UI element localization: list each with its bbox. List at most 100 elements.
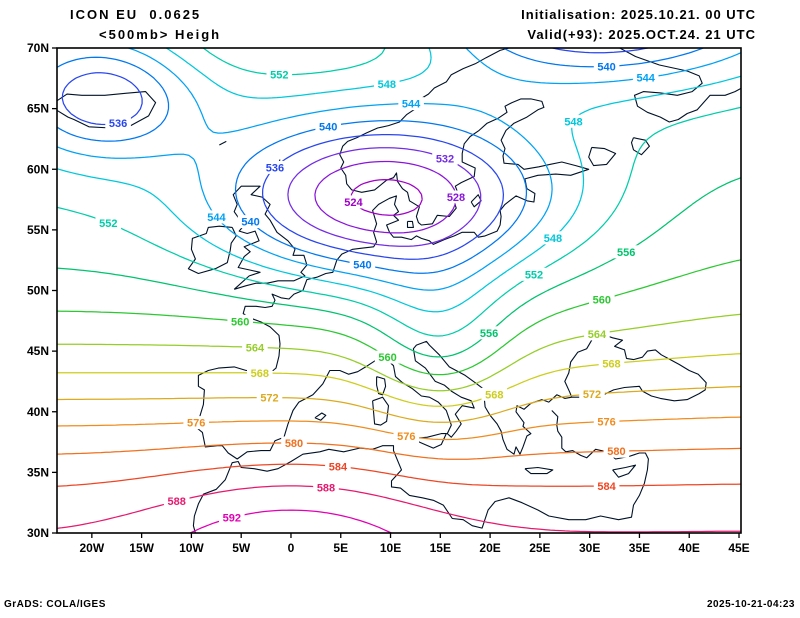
model-title: ICON EU 0.0625 xyxy=(70,7,202,22)
contour-label-halo xyxy=(540,231,566,245)
contour-label-halo xyxy=(374,77,400,91)
contour-label: 532 xyxy=(436,153,454,165)
contour-level-580 xyxy=(57,442,741,460)
x-tick-label: 45E xyxy=(728,541,749,555)
x-tick-label: 25E xyxy=(529,541,550,555)
contour-label: 588 xyxy=(317,483,335,495)
creation-timestamp: 2025-10-21-04:23 xyxy=(706,599,795,610)
contour-label: 572 xyxy=(260,393,278,405)
contour-label: 584 xyxy=(597,481,616,493)
contour-level-552 xyxy=(57,48,741,337)
contour-label-halo xyxy=(584,327,610,341)
contour-label-halo xyxy=(589,293,615,306)
contour-label-halo xyxy=(443,190,469,204)
axis-tick-labels: 20W 15W 10W 5W 0 5E 10E 15E 20E 25E 30E 35E 40E 45E 30… xyxy=(27,41,750,555)
contour-label: 564 xyxy=(588,329,607,341)
contour-level-548 xyxy=(57,48,741,313)
contour-label-halo xyxy=(266,68,293,82)
contour-label-halo xyxy=(393,429,420,443)
contour-level-528 xyxy=(314,160,457,234)
contour-label-halo xyxy=(613,245,639,259)
contour-level-568 xyxy=(57,353,741,407)
y-tick-label: 45N xyxy=(27,344,49,358)
axis-ticks xyxy=(52,47,740,538)
grads-credit: GrADS: COLA/IGES xyxy=(4,599,106,610)
x-tick-label: 40E xyxy=(679,541,700,555)
contour-label-halo xyxy=(481,387,508,401)
contour-label: 576 xyxy=(397,431,415,443)
x-tick-label: 20E xyxy=(479,541,500,555)
x-tick-label: 20W xyxy=(80,541,105,555)
contour-label: 556 xyxy=(617,247,635,259)
contour-label: 568 xyxy=(485,389,503,401)
contour-label: 536 xyxy=(266,162,284,174)
contour-label: 548 xyxy=(378,79,396,91)
contour-label: 576 xyxy=(597,417,615,429)
contour-label-halo xyxy=(579,387,605,401)
x-tick-label: 10W xyxy=(179,541,204,555)
contour-label-halo xyxy=(262,160,288,174)
contour-label: 540 xyxy=(353,260,371,272)
contour-label: 540 xyxy=(597,61,615,73)
contour-label: 568 xyxy=(251,368,269,380)
contour-label-halo xyxy=(598,356,625,370)
contour-label: 584 xyxy=(329,462,348,474)
y-tick-label: 40N xyxy=(27,405,49,419)
contour-label: 540 xyxy=(241,217,259,229)
y-tick-label: 35N xyxy=(27,465,49,479)
contour-level-572 xyxy=(57,385,741,423)
contour-level-564 xyxy=(57,313,741,392)
contour-label-halo xyxy=(242,340,268,354)
x-tick-label: 5W xyxy=(232,541,251,555)
init-time: Initialisation: 2025.10.21. 00 UTC xyxy=(521,7,756,22)
contour-level-576 xyxy=(57,416,741,441)
contour-label: 544 xyxy=(207,212,226,224)
y-tick-label: 30N xyxy=(27,526,49,540)
coastlines xyxy=(57,48,741,533)
contour-label: 540 xyxy=(319,122,337,134)
contour-label: 552 xyxy=(99,218,117,230)
y-tick-label: 55N xyxy=(27,223,49,237)
contour-label-halo xyxy=(313,481,339,494)
contour-label-halo xyxy=(247,366,273,380)
contour-label-halo xyxy=(105,116,131,130)
contour-label: 572 xyxy=(583,389,601,401)
x-tick-label: 10E xyxy=(380,541,401,555)
contour-label-halo xyxy=(256,391,283,405)
contour-label: 548 xyxy=(564,116,582,128)
y-tick-label: 50N xyxy=(27,284,49,298)
contour-label: 580 xyxy=(607,446,625,458)
x-tick-label: 5E xyxy=(333,541,348,555)
contour-label: 552 xyxy=(525,269,543,281)
contour-label: 536 xyxy=(109,118,127,130)
valid-time: Valid(+93): 2025.OCT.24. 21 UTC xyxy=(527,27,756,42)
x-tick-label: 30E xyxy=(579,541,600,555)
contour-label-halo xyxy=(340,195,367,209)
contour-lines xyxy=(57,48,741,533)
contour-label: 560 xyxy=(378,352,396,364)
contour-label: 552 xyxy=(270,70,288,82)
contour-label: 576 xyxy=(187,418,205,430)
contour-label: 544 xyxy=(637,73,656,85)
contour-label-halo xyxy=(227,314,253,328)
contour-label: 592 xyxy=(223,513,241,525)
contour-label: 560 xyxy=(593,295,611,307)
contour-label-halo xyxy=(476,326,502,340)
contour-label: 548 xyxy=(544,233,562,245)
contour-label-halo xyxy=(603,444,630,458)
contour-label-halo xyxy=(203,210,230,224)
contour-label-halo xyxy=(593,415,620,428)
contour-label: 580 xyxy=(285,438,303,450)
contour-label-halo xyxy=(237,215,264,229)
contour-level-524 xyxy=(350,178,423,216)
contour-labels: 524 528 532 536 536 540 540 540 540 544 544 544 548 5… xyxy=(95,59,659,525)
x-tick-label: 0 xyxy=(288,541,295,555)
contour-label-halo xyxy=(521,267,547,281)
y-tick-label: 60N xyxy=(27,162,49,176)
contour-label-halo xyxy=(281,436,307,450)
contour-level-588 xyxy=(57,485,741,533)
contour-label: 560 xyxy=(231,316,249,328)
contour-label-halo xyxy=(374,350,401,364)
coastline-path xyxy=(57,48,741,533)
